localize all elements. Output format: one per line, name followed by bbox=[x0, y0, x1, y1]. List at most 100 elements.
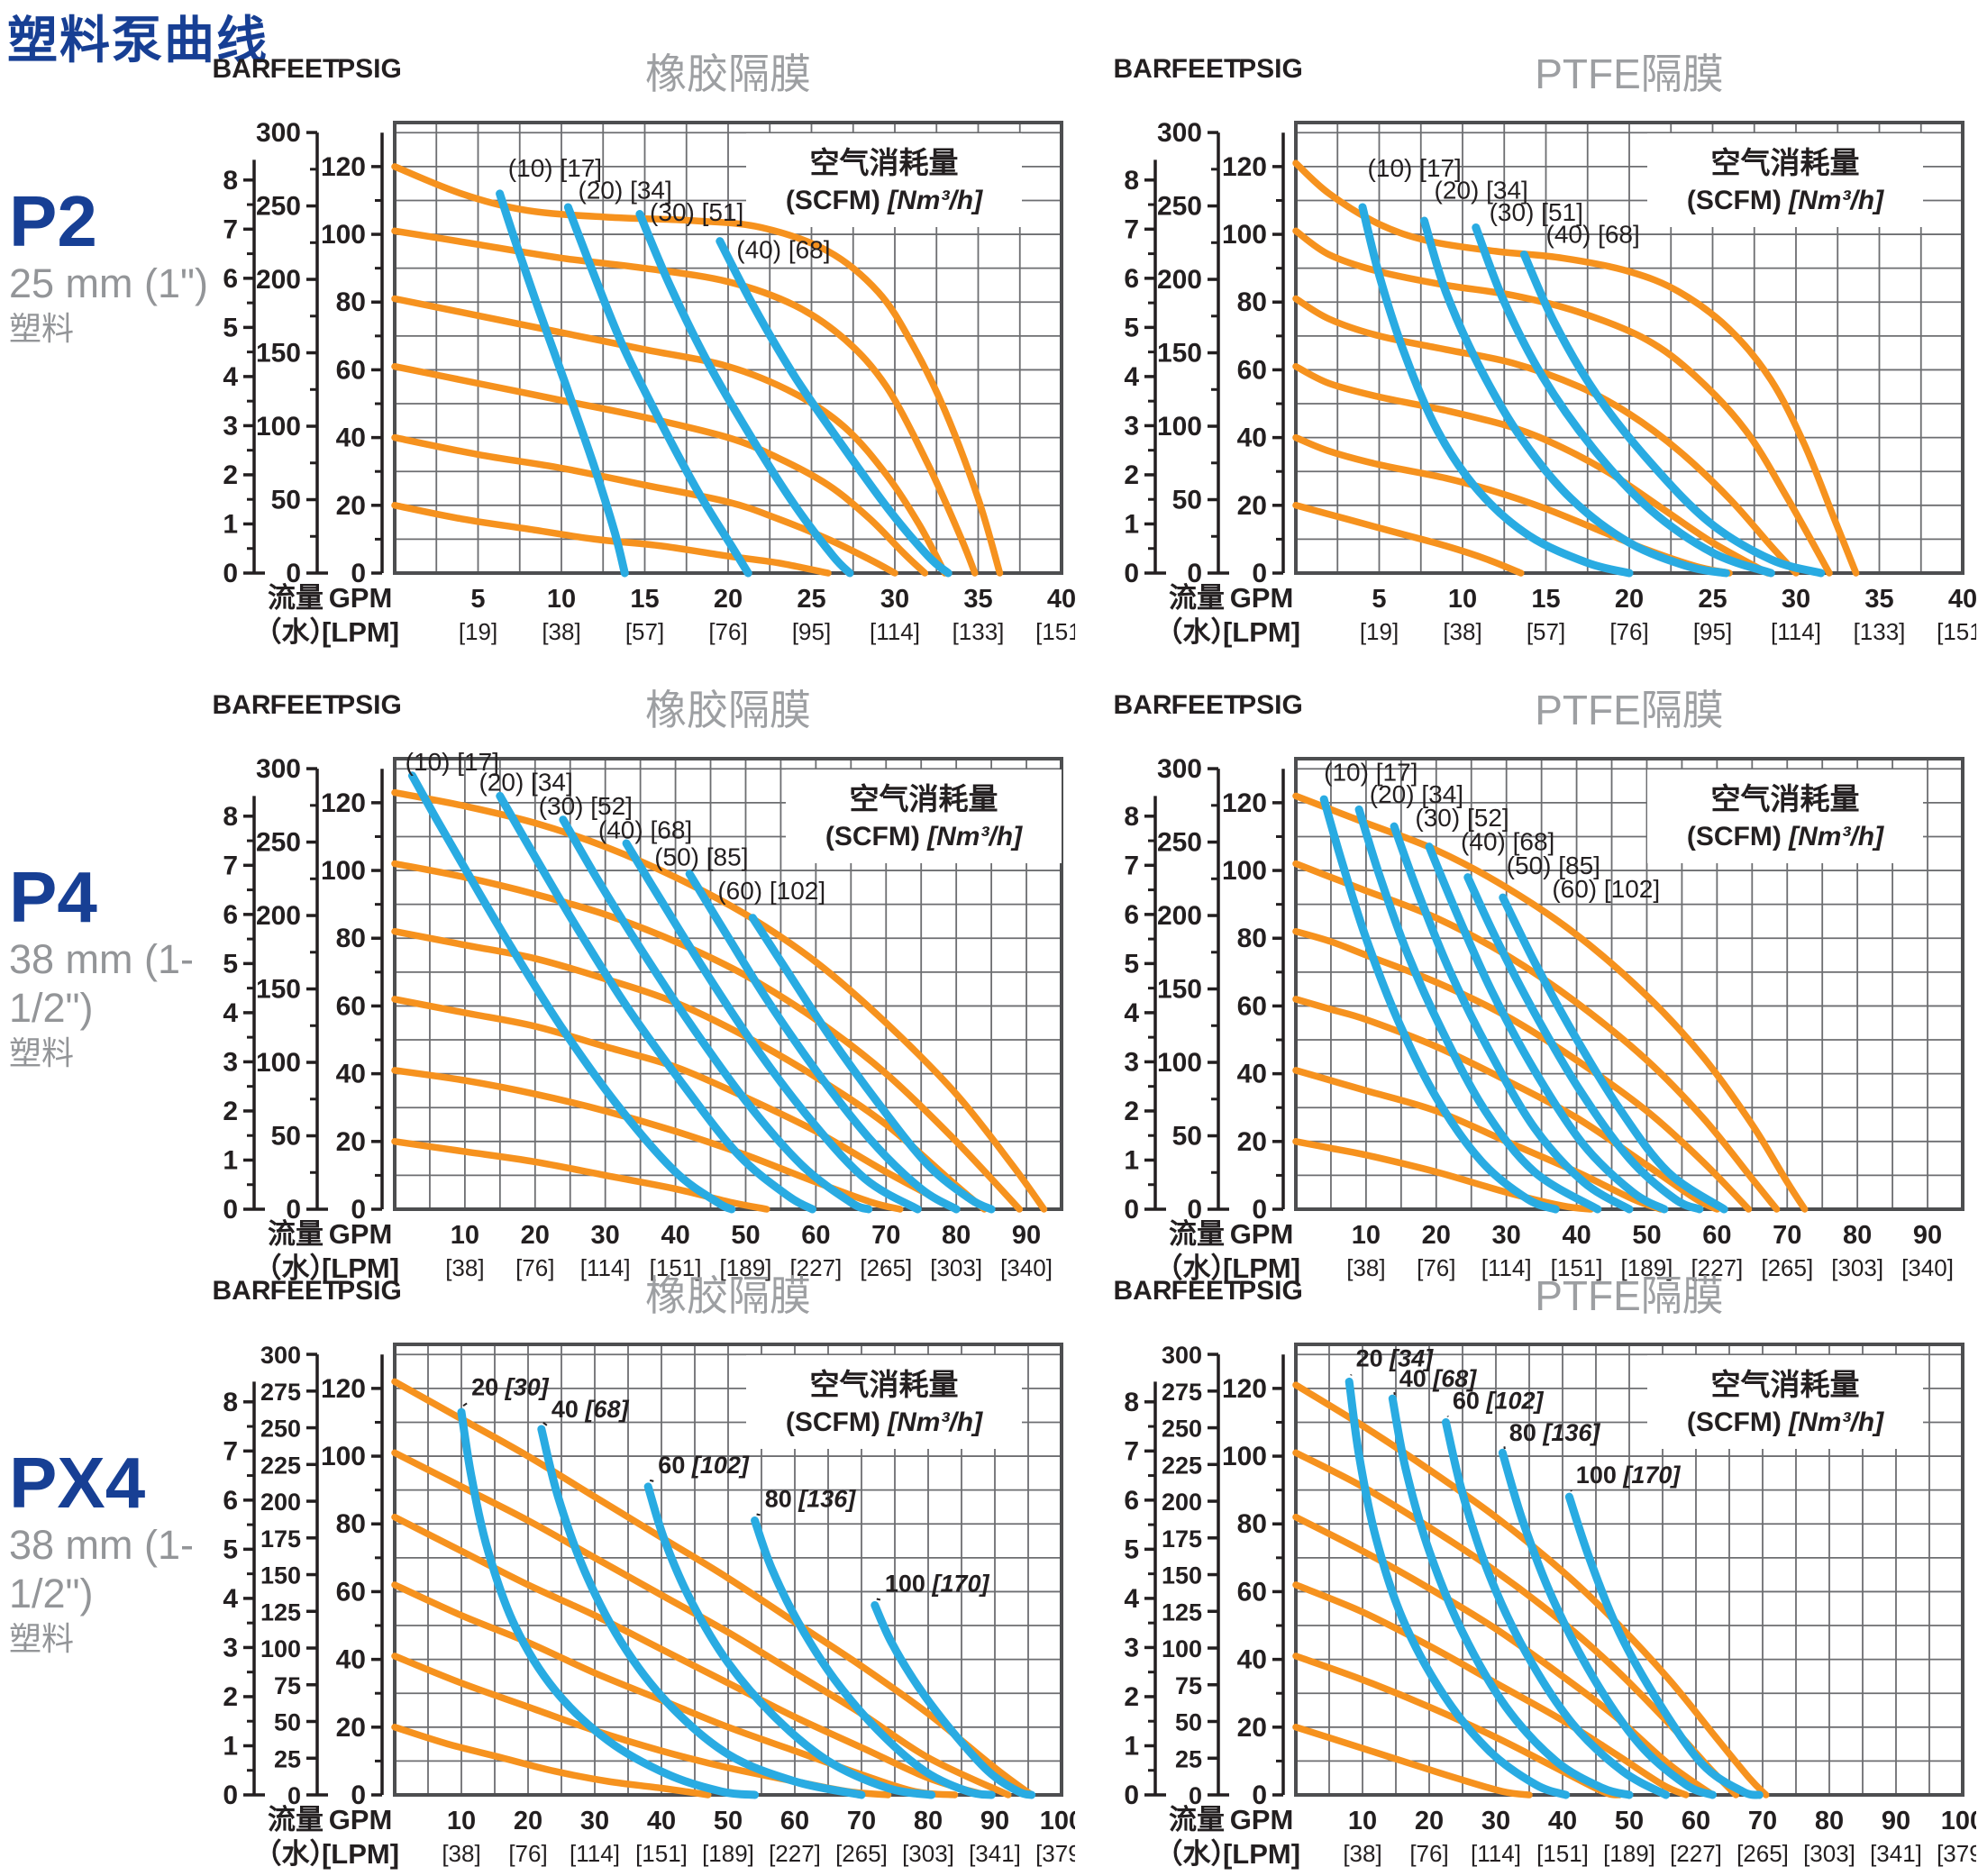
svg-text:橡胶隔膜: 橡胶隔膜 bbox=[645, 688, 811, 733]
svg-text:25: 25 bbox=[797, 585, 825, 614]
svg-text:20: 20 bbox=[514, 1807, 542, 1835]
psig-axis: 120 100 80 60 40 20 0 bbox=[1222, 132, 1285, 588]
air-curve-40scfm bbox=[537, 1425, 866, 1799]
air-curve-40scfm bbox=[622, 839, 922, 1214]
discharge-curve-120psig bbox=[1292, 159, 1860, 577]
svg-text:20 [34]: 20 [34] bbox=[1356, 1344, 1435, 1371]
air-curve-30scfm bbox=[635, 210, 854, 578]
air-curve-labels: 20 [34]40 [68]60 [102] 80 [136] 100 [170] bbox=[1350, 1344, 1682, 1492]
svg-text:60: 60 bbox=[1237, 1577, 1267, 1607]
svg-text:60: 60 bbox=[801, 1221, 830, 1250]
svg-text:[76]: [76] bbox=[1417, 1254, 1455, 1281]
air-curve-20scfm bbox=[457, 1407, 760, 1799]
svg-text:1: 1 bbox=[223, 1145, 238, 1175]
svg-text:120: 120 bbox=[1222, 152, 1267, 182]
svg-text:[303]: [303] bbox=[930, 1254, 982, 1281]
svg-text:250: 250 bbox=[260, 1416, 301, 1443]
discharge-curve-20psig bbox=[391, 1138, 770, 1213]
svg-text:[LPM]: [LPM] bbox=[322, 616, 399, 648]
svg-text:10: 10 bbox=[1348, 1807, 1377, 1835]
svg-text:[38]: [38] bbox=[442, 1840, 480, 1867]
svg-text:150: 150 bbox=[256, 339, 301, 369]
svg-text:PTFE隔膜: PTFE隔膜 bbox=[1535, 52, 1724, 97]
svg-text:90: 90 bbox=[1913, 1221, 1942, 1250]
svg-text:7: 7 bbox=[1124, 1436, 1139, 1466]
svg-text:PTFE隔膜: PTFE隔膜 bbox=[1535, 688, 1724, 733]
svg-text:20 [30]: 20 [30] bbox=[471, 1373, 550, 1400]
svg-text:0: 0 bbox=[351, 1780, 366, 1810]
air-curve-20scfm bbox=[563, 203, 752, 578]
svg-text:60: 60 bbox=[780, 1807, 809, 1835]
air-curve-20scfm bbox=[496, 791, 816, 1214]
air-curve-40scfm bbox=[1425, 842, 1669, 1214]
svg-text:4: 4 bbox=[223, 998, 238, 1028]
svg-text:200: 200 bbox=[1162, 1489, 1202, 1516]
svg-text:5: 5 bbox=[1124, 949, 1139, 979]
air-curve-60scfm bbox=[1499, 893, 1728, 1214]
svg-text:25: 25 bbox=[1698, 585, 1727, 614]
svg-text:20: 20 bbox=[1615, 585, 1644, 614]
svg-text:80: 80 bbox=[1237, 287, 1267, 317]
chart-title: 橡胶隔膜 bbox=[645, 50, 811, 97]
svg-text:橡胶隔膜: 橡胶隔膜 bbox=[645, 52, 811, 97]
svg-text:空气消耗量: 空气消耗量 bbox=[810, 146, 959, 179]
svg-text:225: 225 bbox=[260, 1452, 301, 1479]
svg-text:(SCFM) [Nm³/h]: (SCFM) [Nm³/h] bbox=[786, 1407, 983, 1437]
svg-text:200: 200 bbox=[256, 901, 301, 931]
svg-text:4: 4 bbox=[223, 1584, 238, 1614]
svg-text:60: 60 bbox=[1702, 1221, 1731, 1250]
discharge-curve-100psig bbox=[391, 227, 979, 577]
air-curves bbox=[1319, 795, 1728, 1214]
svg-text:[340]: [340] bbox=[1000, 1254, 1053, 1281]
svg-text:7: 7 bbox=[1124, 851, 1139, 880]
svg-text:(SCFM) [Nm³/h]: (SCFM) [Nm³/h] bbox=[1687, 1407, 1884, 1437]
svg-text:(SCFM) [Nm³/h]: (SCFM) [Nm³/h] bbox=[825, 822, 1023, 851]
air-consumption-legend: 空气消耗量 (SCFM) [Nm³/h] bbox=[1647, 770, 1923, 863]
svg-text:（水）: （水） bbox=[254, 1838, 338, 1870]
svg-text:60: 60 bbox=[336, 991, 366, 1021]
air-curve-20scfm bbox=[1354, 805, 1602, 1214]
svg-text:50: 50 bbox=[731, 1221, 760, 1250]
svg-text:[114]: [114] bbox=[580, 1254, 631, 1281]
svg-text:(SCFM) [Nm³/h]: (SCFM) [Nm³/h] bbox=[1687, 186, 1884, 215]
discharge-curve-100psig bbox=[1292, 860, 1781, 1213]
svg-text:FEET: FEET bbox=[270, 54, 340, 84]
svg-text:35: 35 bbox=[963, 585, 992, 614]
svg-text:100 [170]: 100 [170] bbox=[1576, 1462, 1682, 1489]
svg-text:40: 40 bbox=[336, 1645, 366, 1675]
psig-axis: 120 100 80 60 40 20 0 bbox=[1222, 1354, 1285, 1810]
svg-text:(30) [52]: (30) [52] bbox=[539, 792, 633, 820]
svg-text:20: 20 bbox=[714, 585, 743, 614]
svg-text:(20) [34]: (20) [34] bbox=[579, 177, 672, 205]
svg-text:(30) [51]: (30) [51] bbox=[1490, 198, 1583, 226]
svg-text:[265]: [265] bbox=[1736, 1840, 1789, 1867]
svg-text:7: 7 bbox=[223, 1436, 238, 1466]
svg-text:[LPM]: [LPM] bbox=[1223, 1252, 1300, 1284]
svg-text:2: 2 bbox=[1124, 1682, 1139, 1712]
svg-text:(50) [85]: (50) [85] bbox=[1507, 851, 1600, 879]
air-curves bbox=[1358, 203, 1826, 578]
svg-text:30: 30 bbox=[880, 585, 909, 614]
svg-text:10: 10 bbox=[547, 585, 576, 614]
svg-text:BAR: BAR bbox=[213, 1276, 271, 1306]
discharge-curve-80psig bbox=[1292, 295, 1800, 577]
svg-text:[LPM]: [LPM] bbox=[322, 1838, 399, 1870]
chart-title: 橡胶隔膜 bbox=[645, 1272, 811, 1319]
feet-axis: 300 250 200 150 100 50 0 bbox=[1157, 754, 1229, 1225]
svg-text:2: 2 bbox=[1124, 460, 1139, 490]
svg-text:[114]: [114] bbox=[870, 618, 920, 645]
svg-text:60: 60 bbox=[1682, 1807, 1710, 1835]
pump-name: PX4 bbox=[9, 1443, 146, 1523]
svg-text:100 [170]: 100 [170] bbox=[885, 1570, 990, 1597]
svg-text:125: 125 bbox=[260, 1598, 301, 1626]
svg-text:(20) [34]: (20) [34] bbox=[1370, 780, 1463, 808]
svg-text:0: 0 bbox=[351, 559, 366, 588]
svg-text:60: 60 bbox=[1237, 991, 1267, 1021]
svg-text:橡胶隔膜: 橡胶隔膜 bbox=[645, 1274, 811, 1319]
svg-text:[19]: [19] bbox=[459, 618, 497, 645]
svg-text:200: 200 bbox=[1157, 265, 1202, 295]
svg-text:250: 250 bbox=[256, 828, 301, 858]
svg-text:75: 75 bbox=[1175, 1672, 1202, 1699]
discharge-curve-40psig bbox=[1292, 1067, 1664, 1213]
svg-text:5: 5 bbox=[470, 585, 485, 614]
